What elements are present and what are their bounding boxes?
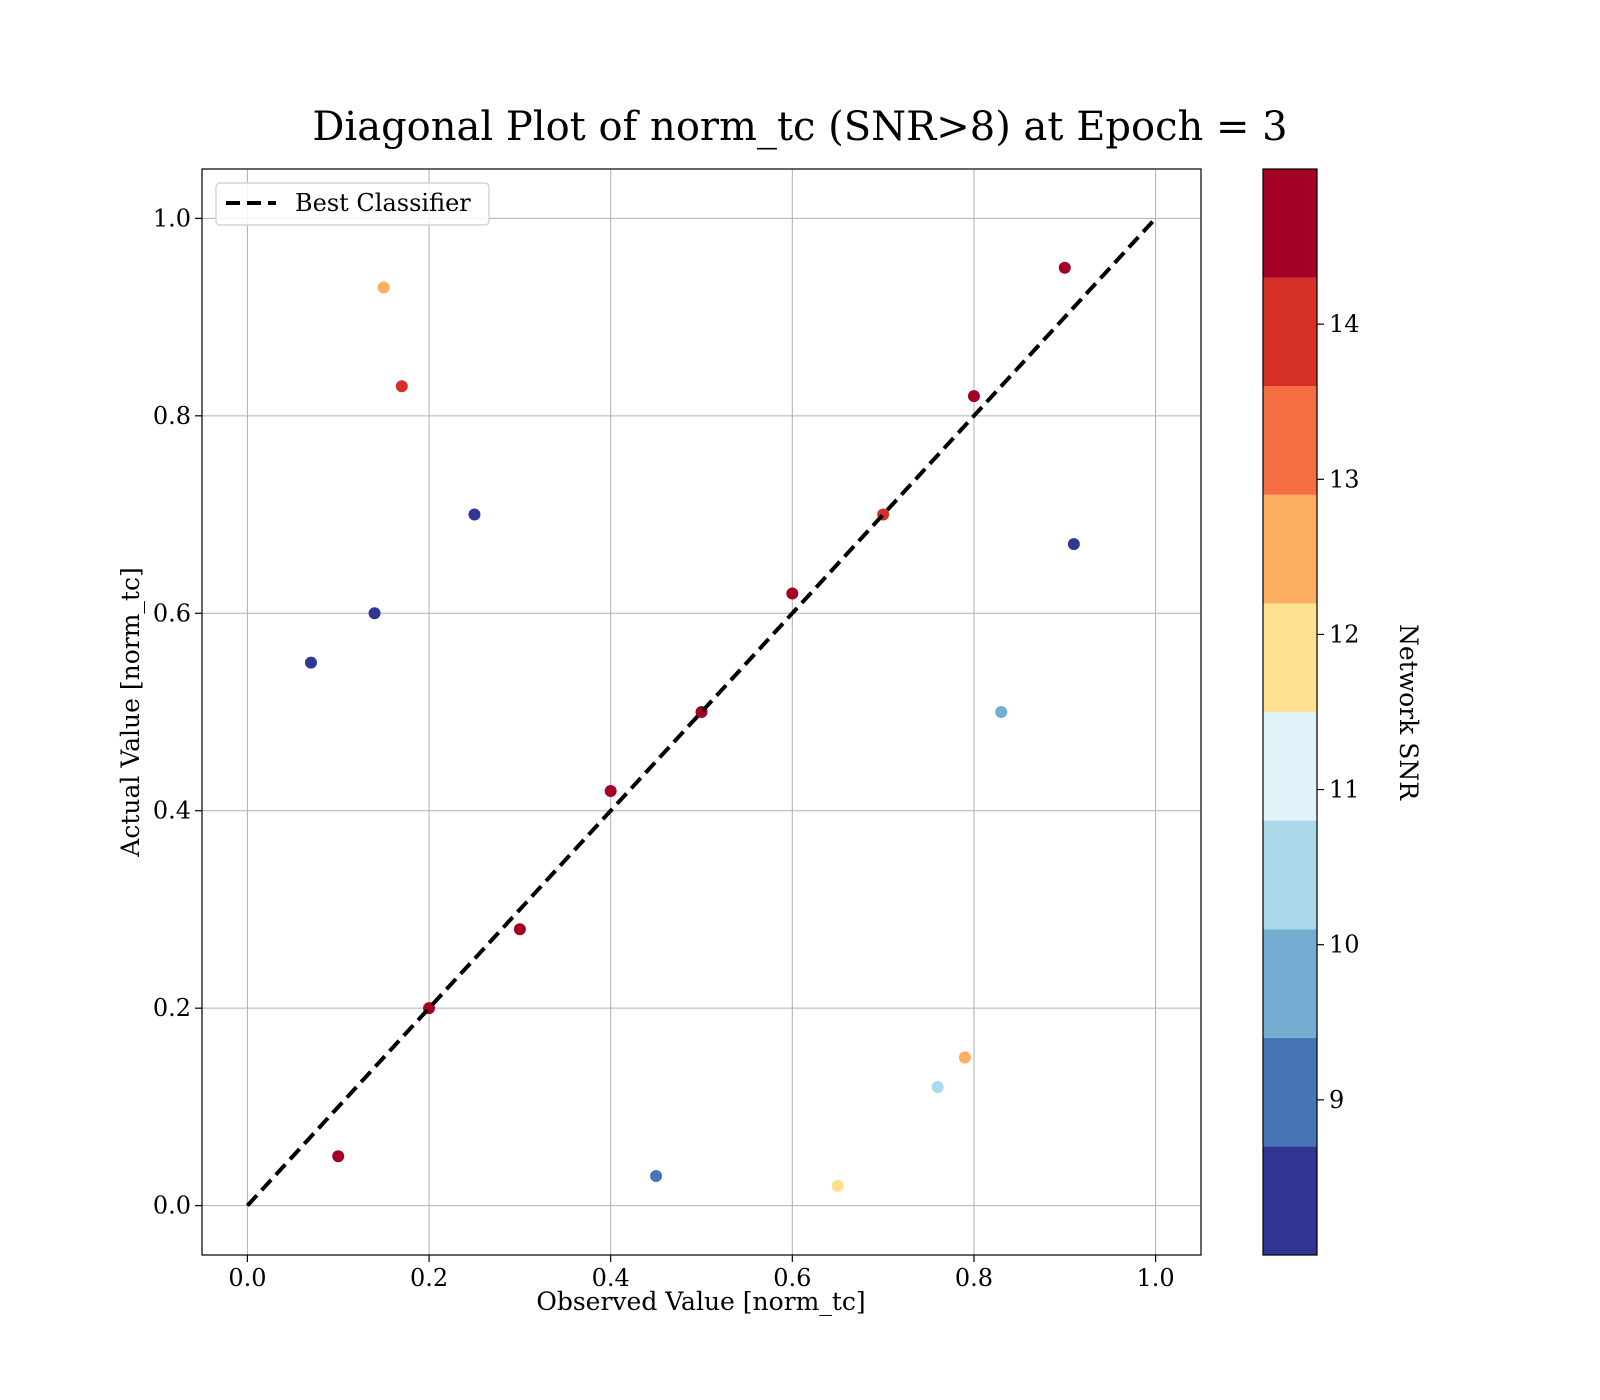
best-classifier-line xyxy=(245,217,1158,1207)
data-point xyxy=(604,784,617,797)
colorbar-segment xyxy=(1263,1146,1317,1255)
x-tick-label: 0.0 xyxy=(228,1264,266,1292)
colorbar-tick-label: 9 xyxy=(1329,1086,1344,1114)
legend-box xyxy=(215,182,490,226)
y-tick-label: 0.4 xyxy=(153,797,191,825)
x-axis-ticks: 0.0 0.2 0.4 0.6 0.8 1.0 xyxy=(228,1255,1175,1292)
y-tick-label: 0.8 xyxy=(153,402,191,430)
data-point xyxy=(304,656,317,669)
colorbar-segment xyxy=(1263,494,1317,604)
colorbar-segment xyxy=(1263,929,1317,1038)
y-tick-label: 0.2 xyxy=(153,994,191,1022)
data-point xyxy=(395,380,408,393)
data-point xyxy=(958,1051,971,1064)
data-point xyxy=(377,281,390,294)
colorbar-tick-label: 12 xyxy=(1329,620,1360,648)
colorbar-segment xyxy=(1263,386,1317,495)
chart-title: Diagonal Plot of norm_tc (SNR>8) at Epoc… xyxy=(312,104,1287,150)
colorbar-frame xyxy=(1262,168,1318,1256)
data-point xyxy=(831,1179,844,1192)
legend: Best Classifier xyxy=(215,182,490,226)
data-point xyxy=(931,1081,944,1094)
data-point xyxy=(513,923,526,936)
colorbar: 9 10 11 12 13 14 xyxy=(1262,168,1360,1256)
x-tick-label: 0.6 xyxy=(773,1264,811,1292)
colorbar-segment xyxy=(1263,820,1317,930)
colorbar-tick-label: 14 xyxy=(1329,310,1360,338)
colorbar-segment xyxy=(1263,712,1317,821)
y-axis-ticks: 0.0 0.2 0.4 0.6 0.8 1.0 xyxy=(153,204,202,1220)
colorbar-tick-label: 13 xyxy=(1329,465,1360,493)
data-points xyxy=(304,261,1080,1192)
colorbar-segment xyxy=(1263,603,1317,712)
x-tick-label: 0.4 xyxy=(592,1264,630,1292)
data-point xyxy=(967,390,980,403)
data-point xyxy=(995,706,1008,718)
data-point xyxy=(332,1150,345,1163)
data-point xyxy=(1067,538,1080,551)
x-tick-label: 0.8 xyxy=(955,1264,993,1292)
plot-frame xyxy=(201,168,1202,1256)
y-tick-label: 0.0 xyxy=(153,1192,191,1220)
legend-label: Best Classifier xyxy=(295,189,471,217)
y-axis-label: Actual Value [norm_tc] xyxy=(116,567,145,857)
colorbar-segment xyxy=(1263,1037,1317,1147)
data-point xyxy=(1058,261,1071,274)
data-point xyxy=(650,1170,663,1183)
data-point xyxy=(368,607,381,620)
colorbar-tick-label: 10 xyxy=(1329,931,1360,959)
colorbar-segment xyxy=(1263,169,1317,278)
data-point xyxy=(468,508,481,521)
data-point xyxy=(786,587,799,600)
y-tick-label: 1.0 xyxy=(153,204,191,232)
y-tick-label: 0.6 xyxy=(153,599,191,627)
x-axis-label: Observed Value [norm_tc] xyxy=(536,1287,865,1316)
colorbar-segment xyxy=(1263,277,1317,387)
x-tick-label: 1.0 xyxy=(1137,1264,1175,1292)
colorbar-tick-label: 11 xyxy=(1329,776,1360,804)
colorbar-label: Network SNR xyxy=(1394,624,1423,801)
x-tick-label: 0.2 xyxy=(410,1264,448,1292)
